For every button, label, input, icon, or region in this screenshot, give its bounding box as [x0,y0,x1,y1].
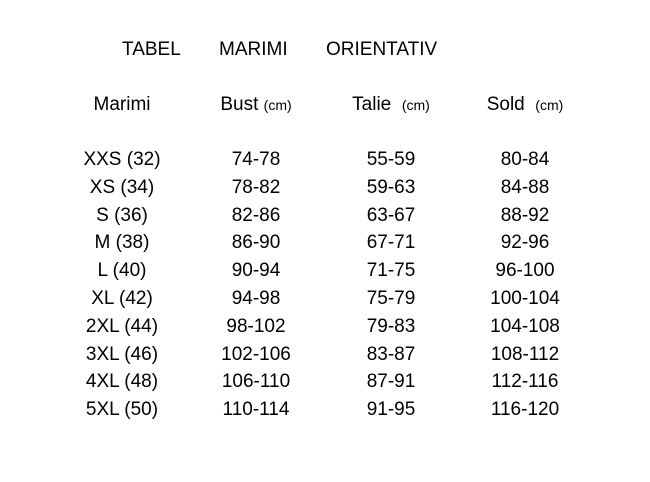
cell-bust: 86-90 [231,232,281,254]
header-label: Bust [220,94,259,115]
table-row: XXS (32) 74-78 55-59 80-84 [0,149,650,171]
cell-size: 2XL (44) [85,315,159,337]
cell-sold: 96-100 [495,260,555,282]
cell-bust: 78-82 [231,176,281,198]
cell-size: M (38) [94,232,150,254]
cell-size: L (40) [97,260,147,282]
header-label: Sold [486,94,525,115]
table-row: 5XL (50) 110-114 91-95 116-120 [0,399,650,421]
title-word-tabel: TABEL [122,39,181,60]
cell-bust: 102-106 [221,343,291,365]
cell-talie: 67-71 [366,232,416,254]
cell-talie: 75-79 [366,288,416,309]
table-row: XL (42) 94-98 75-79 100-104 [0,288,650,310]
table-row: 2XL (44) 98-102 79-83 104-108 [0,316,650,338]
cell-talie: 55-59 [366,149,416,170]
cell-talie: 59-63 [366,176,416,198]
cell-sold: 116-120 [490,399,560,421]
table-row: 3XL (46) 102-106 83-87 108-112 [0,344,650,366]
header-unit: (cm) [401,97,430,113]
cell-bust: 82-86 [231,204,281,226]
cell-bust: 74-78 [231,149,281,170]
cell-talie: 83-87 [366,343,416,365]
cell-sold: 88-92 [500,204,550,226]
header-label: Talie [352,94,392,115]
cell-talie: 79-83 [366,315,416,337]
header-label: Marimi [93,94,151,115]
cell-talie: 71-75 [366,260,416,282]
cell-sold: 108-112 [490,343,560,365]
cell-talie: 91-95 [366,399,416,421]
header-unit: (cm) [263,97,292,113]
cell-sold: 80-84 [500,149,550,170]
table-row: XS (34) 78-82 59-63 84-88 [0,177,650,199]
header-bust: Bust (cm) [186,94,326,116]
table-row: 4XL (48) 106-110 87-91 112-116 [0,371,650,393]
cell-bust: 90-94 [231,260,281,282]
header-sold: Sold (cm) [455,94,595,116]
cell-size: S (36) [96,204,148,226]
cell-sold: 100-104 [490,288,560,309]
cell-sold: 104-108 [490,315,560,337]
header-unit: (cm) [535,97,564,113]
cell-bust: 94-98 [231,288,281,309]
cell-size: XL (42) [91,288,153,309]
cell-size: XXS (32) [83,149,161,170]
table-row: L (40) 90-94 71-75 96-100 [0,260,650,282]
cell-sold: 112-116 [491,371,559,393]
cell-talie: 63-67 [366,204,416,226]
cell-bust: 106-110 [221,371,291,393]
cell-bust: 110-114 [222,399,290,421]
cell-size: XS (34) [89,176,155,198]
cell-sold: 84-88 [500,176,550,198]
cell-sold: 92-96 [500,232,550,254]
cell-size: 5XL (50) [85,399,159,421]
cell-size: 4XL (48) [85,371,159,393]
header-marimi: Marimi [52,94,192,116]
table-row: M (38) 86-90 67-71 92-96 [0,232,650,254]
cell-bust: 98-102 [226,315,286,337]
title-word-marimi: MARIMI [219,39,288,60]
title-word-orientativ: ORIENTATIV [326,39,438,60]
cell-size: 3XL (46) [85,343,159,365]
cell-talie: 87-91 [366,371,416,393]
table-row: S (36) 82-86 63-67 88-92 [0,205,650,227]
header-talie: Talie (cm) [321,94,461,116]
